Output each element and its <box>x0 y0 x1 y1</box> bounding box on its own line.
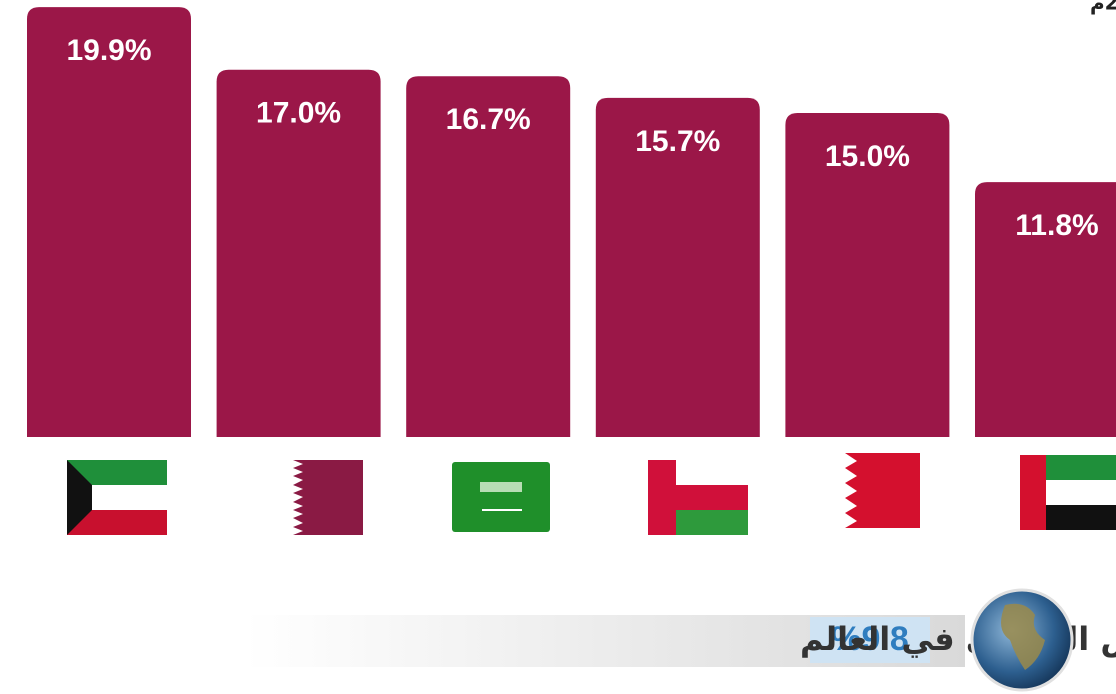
bar <box>406 76 571 437</box>
flag-oman <box>648 460 748 535</box>
globe-land <box>1001 603 1045 670</box>
flag-uae <box>1020 455 1116 530</box>
value-label: 15.7% <box>635 125 720 158</box>
flag-saudi <box>452 462 550 532</box>
flag-qatar <box>263 460 363 535</box>
world-value: %9.8 <box>831 620 909 658</box>
bar <box>785 113 950 437</box>
value-label: 17.0% <box>256 97 341 130</box>
flags <box>67 453 1116 535</box>
value-label: 15.0% <box>825 140 910 173</box>
chart-title: معدل انتشار مرض السكري في دول مجلس التعا… <box>1090 0 1116 16</box>
bar <box>216 69 381 438</box>
flag-bahrain <box>820 453 920 528</box>
value-label: 11.8% <box>1015 209 1098 242</box>
world-box <box>810 617 930 663</box>
flag-kuwait <box>67 460 167 535</box>
bar <box>27 7 191 437</box>
value-label: 19.9% <box>66 34 151 67</box>
bar <box>975 182 1116 437</box>
bar <box>595 97 760 437</box>
value-label: 16.7% <box>446 103 531 136</box>
